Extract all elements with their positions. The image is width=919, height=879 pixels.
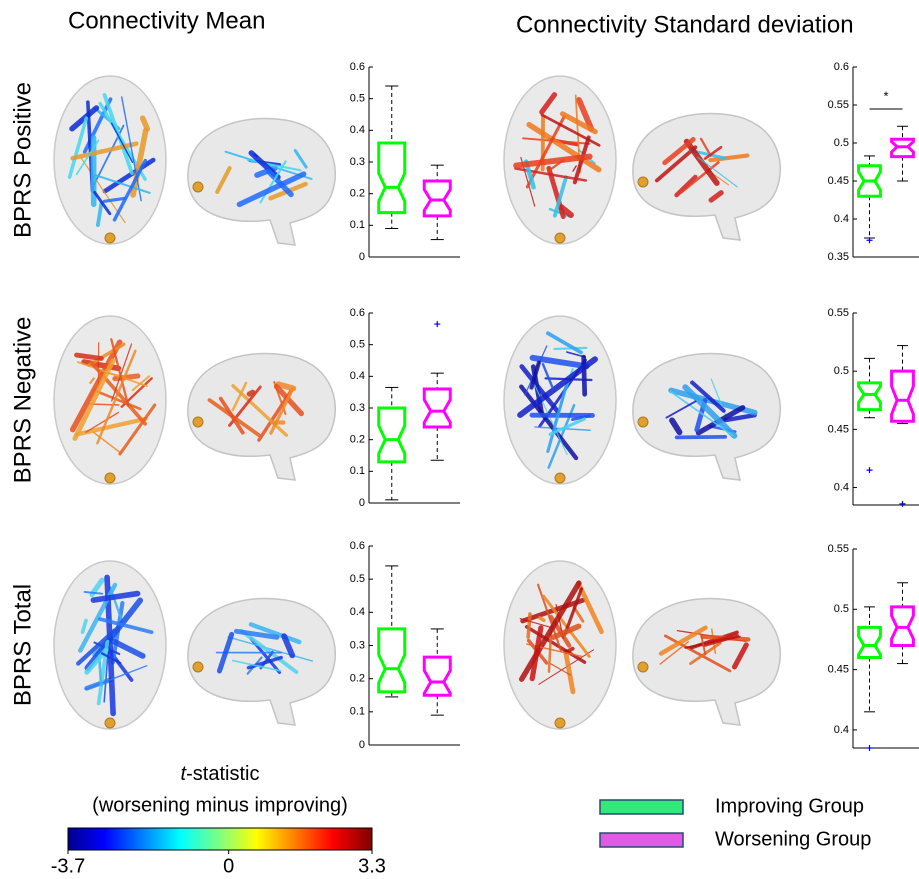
- node: [555, 473, 565, 483]
- colorbar-tick-label: 0: [223, 855, 234, 877]
- y-tick-label: 0.2: [350, 434, 365, 446]
- y-tick-label: 0.1: [350, 219, 365, 231]
- legend-swatch: [600, 800, 683, 814]
- y-tick-label: 0.5: [834, 137, 849, 149]
- connection: [77, 355, 102, 358]
- legend-swatch: [600, 833, 683, 847]
- outlier: [900, 501, 906, 507]
- box: [424, 389, 450, 427]
- y-tick-label: 0.1: [350, 465, 365, 477]
- brain-top-view: [54, 316, 166, 484]
- box: [379, 143, 405, 213]
- legend-label: Improving Group: [715, 795, 864, 817]
- node: [555, 233, 565, 243]
- colorbar-subtitle: (worsening minus improving): [92, 794, 348, 816]
- y-tick-label: 0: [359, 251, 365, 263]
- node: [193, 417, 203, 427]
- connection: [249, 392, 252, 394]
- y-tick-label: 0.5: [834, 603, 849, 615]
- row-label: BPRS Total: [9, 584, 36, 706]
- y-tick-label: 0.5: [834, 365, 849, 377]
- row-label: BPRS Positive: [9, 82, 36, 238]
- row-label: BPRS Negative: [9, 317, 36, 484]
- figure: Connectivity Mean Connectivity Standard …: [0, 0, 919, 879]
- brain-side-view: [633, 113, 780, 240]
- y-tick-label: 0.4: [834, 481, 849, 493]
- y-tick-label: 0.55: [828, 99, 849, 111]
- y-tick-label: 0.2: [350, 188, 365, 200]
- node: [638, 662, 648, 672]
- connection: [677, 437, 726, 438]
- y-tick-label: 0: [359, 497, 365, 509]
- colorbar-tick-label: -3.7: [51, 855, 85, 877]
- node: [638, 177, 648, 187]
- y-tick-label: 0.5: [350, 339, 365, 351]
- box: [892, 371, 914, 421]
- node: [555, 718, 565, 728]
- node: [638, 417, 648, 427]
- brain-side-view: [188, 353, 335, 480]
- significance-label: *: [883, 88, 888, 103]
- y-tick-label: 0.45: [828, 175, 849, 187]
- box: [424, 181, 450, 216]
- y-tick-label: 0.45: [828, 664, 849, 676]
- y-tick-label: 0.6: [834, 61, 849, 73]
- node: [105, 718, 115, 728]
- column-title: Connectivity Mean: [68, 7, 265, 34]
- y-tick-label: 0.55: [828, 543, 849, 555]
- y-tick-label: 0.3: [350, 402, 365, 414]
- y-tick-label: 0.2: [350, 673, 365, 685]
- colorbar-tick-label: 3.3: [358, 855, 386, 877]
- box: [379, 629, 405, 692]
- y-tick-label: 0: [359, 739, 365, 751]
- brain-panel: [54, 76, 335, 245]
- box: [859, 627, 881, 657]
- y-tick-label: 0.4: [350, 370, 365, 382]
- y-tick-label: 0.6: [350, 61, 365, 73]
- colorbar: [68, 828, 372, 850]
- y-tick-label: 0.45: [828, 423, 849, 435]
- y-tick-label: 0.4: [834, 724, 849, 736]
- brain-side-view: [188, 118, 335, 245]
- y-tick-label: 0.4: [350, 606, 365, 618]
- node: [193, 662, 203, 672]
- colorbar-title: t-statistic: [181, 763, 260, 785]
- connection: [540, 618, 544, 620]
- y-tick-label: 0.4: [834, 213, 849, 225]
- node: [105, 473, 115, 483]
- node: [193, 182, 203, 192]
- y-tick-label: 0.55: [828, 307, 849, 319]
- node: [105, 233, 115, 243]
- connection: [584, 357, 585, 394]
- y-tick-label: 0.1: [350, 706, 365, 718]
- box: [859, 383, 881, 410]
- legend-label: Worsening Group: [715, 828, 871, 850]
- brain-side-view: [633, 598, 780, 725]
- y-tick-label: 0.3: [350, 156, 365, 168]
- colorbar-title-suffix: -statistic: [186, 763, 259, 785]
- box: [379, 408, 405, 462]
- outlier: [867, 467, 873, 473]
- outlier: [867, 745, 873, 751]
- y-tick-label: 0.4: [350, 124, 365, 136]
- brain-panel: [504, 561, 780, 729]
- outlier: [434, 321, 440, 327]
- brain-panel: [54, 316, 335, 484]
- y-tick-label: 0.6: [350, 307, 365, 319]
- brain-panel: [54, 561, 335, 729]
- connection: [528, 614, 530, 637]
- y-tick-label: 0.3: [350, 639, 365, 651]
- column-title: Connectivity Standard deviation: [516, 11, 854, 38]
- brain-panel: [504, 316, 780, 484]
- y-tick-label: 0.5: [350, 93, 365, 105]
- brain-side-view: [188, 598, 335, 725]
- brain-panel: [504, 76, 780, 244]
- y-tick-label: 0.6: [350, 540, 365, 552]
- box: [424, 657, 450, 695]
- y-tick-label: 0.35: [828, 251, 849, 263]
- y-tick-label: 0.5: [350, 573, 365, 585]
